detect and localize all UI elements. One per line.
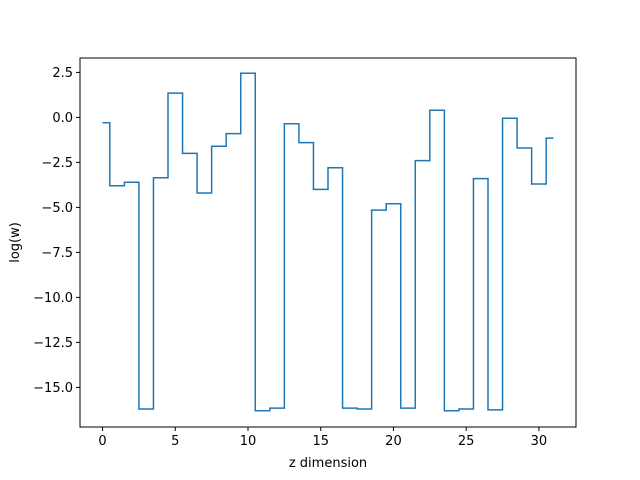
x-tick-label: 25 — [458, 434, 475, 449]
x-tick-label: 15 — [312, 434, 329, 449]
x-tick-label: 0 — [98, 434, 106, 449]
x-tick-label: 20 — [385, 434, 402, 449]
y-axis-label: log(w) — [8, 222, 23, 263]
series-line — [102, 72, 554, 412]
plot-area — [102, 72, 554, 412]
x-tick-label: 5 — [171, 434, 179, 449]
y-tick-label: −5.0 — [41, 201, 73, 216]
x-axis-label: z dimension — [289, 456, 367, 471]
x-tick-label: 10 — [240, 434, 257, 449]
y-tick-label: −12.5 — [33, 336, 73, 351]
y-tick-label: −7.5 — [41, 246, 73, 261]
y-tick-label: 0.0 — [52, 111, 73, 126]
x-tick-label: 30 — [531, 434, 548, 449]
y-tick-label: −15.0 — [33, 381, 73, 396]
y-axis-ticks: 2.5 0.0 −2.5 −5.0 −7.5 −10.0 −12.5 −15.0 — [33, 66, 80, 396]
axes-frame — [79, 57, 577, 428]
y-tick-label: 2.5 — [52, 66, 73, 81]
y-tick-label: −10.0 — [33, 291, 73, 306]
y-tick-label: −2.5 — [41, 156, 73, 171]
x-axis-ticks: 0 5 10 15 20 25 30 — [98, 427, 547, 449]
